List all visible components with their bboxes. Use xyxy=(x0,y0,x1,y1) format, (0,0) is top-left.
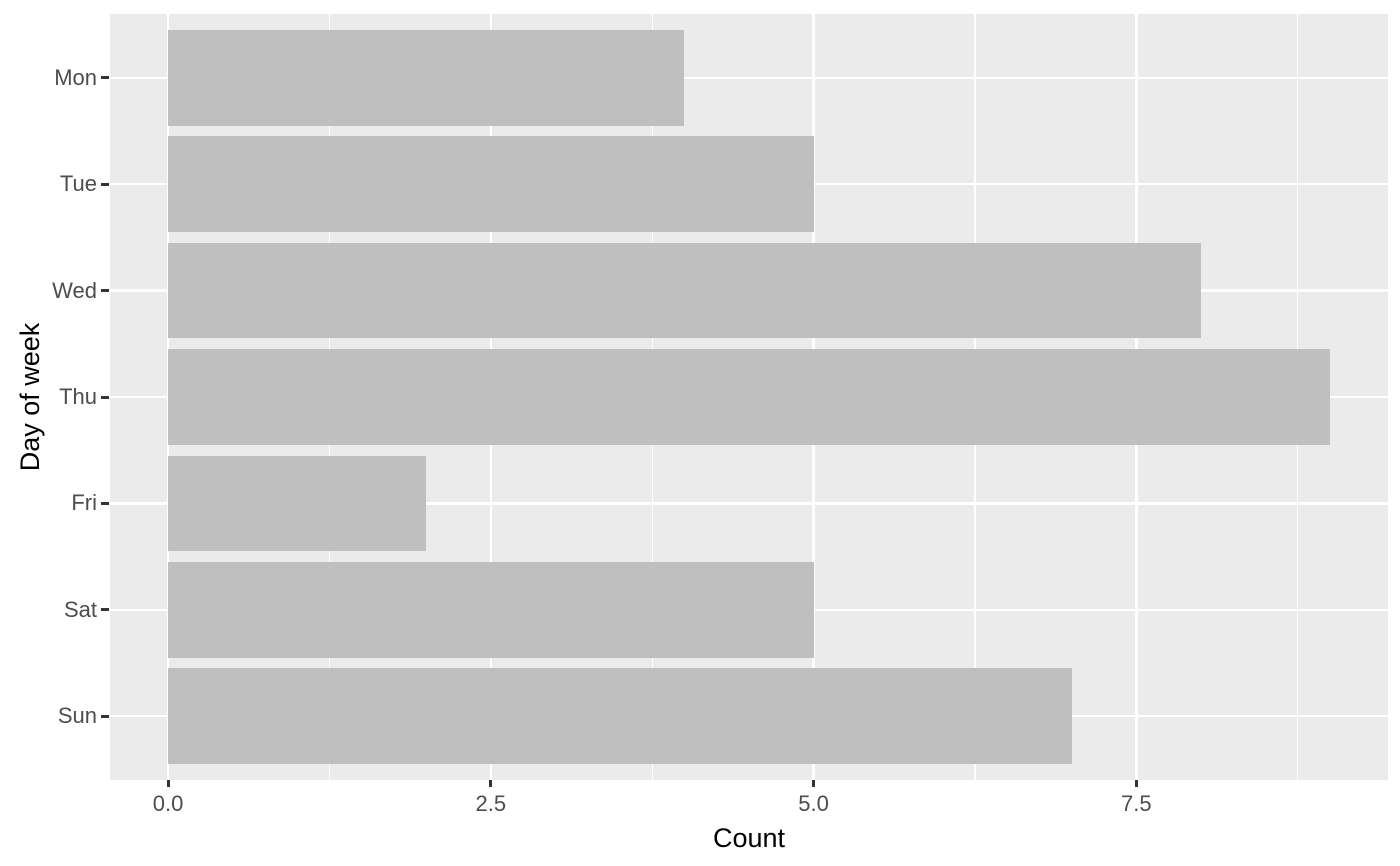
x-tick-mark xyxy=(812,780,816,787)
y-tick-mark xyxy=(101,289,109,293)
x-tick-mark xyxy=(166,780,170,787)
y-tick-label-mon: Mon xyxy=(54,64,97,90)
y-tick-label-wed: Wed xyxy=(52,277,97,303)
x-axis-title: Count xyxy=(712,823,786,853)
plot-panel xyxy=(110,14,1388,780)
y-tick-mark xyxy=(101,608,109,612)
x-tick-label: 5.0 xyxy=(798,791,829,816)
x-tick-label: 0.0 xyxy=(152,791,184,816)
x-tick-label: 7.5 xyxy=(1120,791,1152,816)
x-tick-mark xyxy=(489,780,493,787)
bar-mon xyxy=(168,29,685,126)
y-tick-label-sat: Sat xyxy=(63,596,97,622)
gridline-major-horizontal xyxy=(110,502,1388,505)
bar-sat xyxy=(168,561,814,658)
bar-tue xyxy=(168,136,814,233)
bar-thu xyxy=(168,349,1330,445)
y-tick-mark xyxy=(101,501,109,505)
y-tick-label-tue: Tue xyxy=(59,171,97,197)
y-tick-label-fri: Fri xyxy=(71,490,97,516)
bar-wed xyxy=(168,242,1201,339)
y-tick-mark xyxy=(101,395,109,399)
x-tick-label: 2.5 xyxy=(475,791,507,816)
y-tick-label-sun: Sun xyxy=(57,703,97,729)
gridline-major-horizontal xyxy=(110,76,1388,80)
bar-sun xyxy=(168,668,1072,765)
x-tick-mark xyxy=(1134,780,1138,787)
y-tick-label-thu: Thu xyxy=(59,384,97,409)
bar-fri xyxy=(168,455,427,552)
y-tick-mark xyxy=(101,714,109,718)
y-tick-mark xyxy=(101,76,109,80)
y-tick-mark xyxy=(101,182,109,186)
